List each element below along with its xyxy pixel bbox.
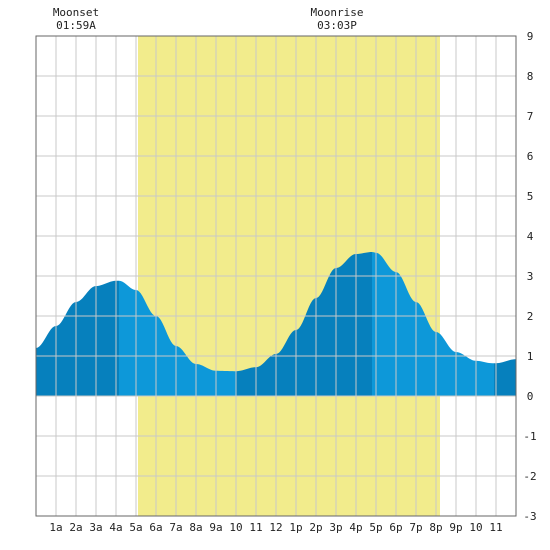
tide-segment (372, 252, 494, 396)
moon-annotation-time: 01:59A (56, 19, 96, 32)
y-tick-labels: -3 -2 -1 0 1 2 3 4 5 6 7 8 9 (523, 30, 536, 523)
y-tick-label: 4 (527, 230, 534, 243)
y-tick-label: 0 (527, 390, 534, 403)
plot-frame-layer (35, 35, 517, 517)
y-tick-label: 5 (527, 190, 534, 203)
moon-annotation-label: Moonset (53, 6, 99, 19)
x-tick-label: 1p (289, 521, 302, 534)
y-tick-label: 7 (527, 110, 534, 123)
x-tick-label: 7p (409, 521, 422, 534)
moon-annotation-time: 03:03P (317, 19, 357, 32)
x-tick-label: 7a (169, 521, 182, 534)
x-tick-labels: 1a 2a 3a 4a 5a 6a 7a 8a 9a 10 11 12 1p 2p 3p 4p 5p 6p 7p 8p… (49, 521, 502, 534)
x-tick-label: 8p (429, 521, 442, 534)
x-tick-label: 4p (349, 521, 362, 534)
x-tick-label: 6p (389, 521, 402, 534)
x-tick-label: 3p (329, 521, 342, 534)
x-tick-label: 11 (489, 521, 502, 534)
x-tick-label: 12 (269, 521, 282, 534)
x-tick-label: 6a (149, 521, 162, 534)
grid-layer (36, 36, 516, 516)
tide-area-layer (36, 252, 516, 396)
y-tick-label: 1 (527, 350, 534, 363)
x-tick-label: 2p (309, 521, 322, 534)
tide-segment (119, 280, 236, 396)
y-tick-label: 3 (527, 270, 534, 283)
x-tick-label: 2a (69, 521, 82, 534)
y-tick-label: 8 (527, 70, 534, 83)
x-tick-label: 4a (109, 521, 122, 534)
y-tick-label: 2 (527, 310, 534, 323)
x-tick-label: 9a (209, 521, 222, 534)
y-tick-label: -3 (523, 510, 536, 523)
x-tick-label: 5p (369, 521, 382, 534)
x-tick-label: 10 (229, 521, 242, 534)
x-tick-label: 3a (89, 521, 102, 534)
tide-segment (36, 280, 119, 396)
x-tick-label: 10 (469, 521, 482, 534)
y-tick-label: 9 (527, 30, 534, 43)
tide-segment (494, 359, 516, 396)
moon-annotation-label: Moonrise (311, 6, 364, 19)
x-tick-label: 5a (129, 521, 142, 534)
x-tick-label: 9p (449, 521, 462, 534)
x-tick-label: 11 (249, 521, 262, 534)
y-tick-label: -1 (523, 430, 536, 443)
x-tick-label: 1a (49, 521, 62, 534)
plot-border (35, 35, 517, 517)
tide-segment (236, 252, 372, 396)
y-tick-label: -2 (523, 470, 536, 483)
y-tick-label: 6 (527, 150, 534, 163)
x-tick-label: 8a (189, 521, 202, 534)
